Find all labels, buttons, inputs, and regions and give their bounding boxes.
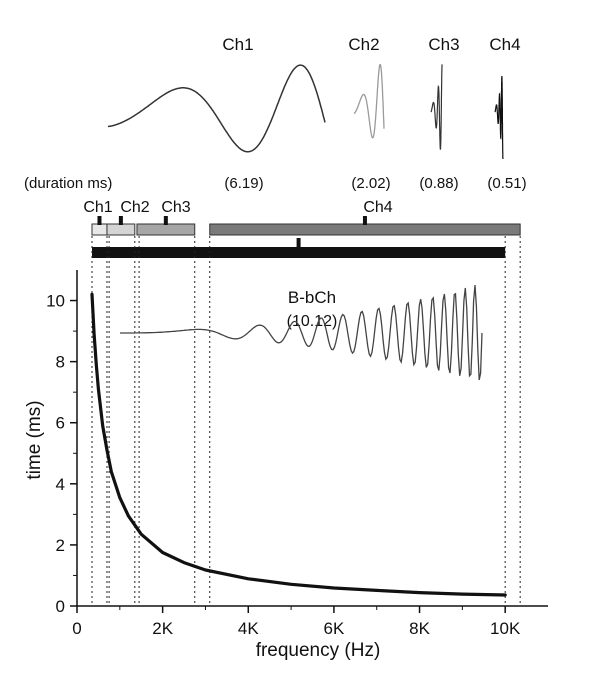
channel-label-ch2: Ch2 xyxy=(348,35,379,54)
band-marker xyxy=(97,216,102,225)
y-tick-label: 6 xyxy=(56,414,65,433)
y-tick-label: 10 xyxy=(46,292,65,311)
band-marker xyxy=(118,216,123,225)
channel-label-ch1: Ch1 xyxy=(222,35,253,54)
band-bar-ch2 xyxy=(106,223,136,236)
duration-ch1: (6.19) xyxy=(224,175,263,192)
channel-label-ch4: Ch4 xyxy=(489,35,520,54)
band-marker xyxy=(163,216,168,225)
band-marker xyxy=(362,216,367,225)
band-label-ch3: Ch3 xyxy=(161,199,190,216)
band-marker xyxy=(296,238,301,248)
x-tick-label: 4K xyxy=(238,619,259,638)
frequency-bands xyxy=(91,216,521,258)
band-label-ch4: Ch4 xyxy=(363,199,392,216)
y-tick-label: 0 xyxy=(56,597,65,616)
duration-ch2: (2.02) xyxy=(351,175,390,192)
band-label-ch2: Ch2 xyxy=(120,199,149,216)
band-bar-ch1 xyxy=(91,223,108,236)
y-ticks: 0 2 4 6 8 10 xyxy=(46,292,77,616)
y-axis-label: time (ms) xyxy=(24,400,45,479)
bbch-label: B-bCh xyxy=(288,288,336,307)
y-tick-label: 2 xyxy=(56,536,65,555)
band-label-ch1: Ch1 xyxy=(83,199,112,216)
waveform-ch3 xyxy=(430,64,443,150)
channel-label-ch3: Ch3 xyxy=(428,35,459,54)
band-bar-ch4 xyxy=(209,223,521,236)
duration-ch4: (0.51) xyxy=(487,175,526,192)
x-tick-label: 0 xyxy=(72,619,81,638)
x-axis-label: frequency (Hz) xyxy=(256,640,381,661)
axes xyxy=(76,270,548,607)
x-tick-label: 2K xyxy=(152,619,173,638)
x-ticks: 0 2K 4K 6K 8K 10K xyxy=(72,606,521,638)
band-boundary-lines xyxy=(91,236,521,606)
x-tick-label: 8K xyxy=(409,619,430,638)
waveform-ch4 xyxy=(494,75,504,160)
duration-ch3: (0.88) xyxy=(419,175,458,192)
bbch-waveform xyxy=(120,285,483,381)
y-tick-label: 8 xyxy=(56,353,65,372)
time-frequency-curve xyxy=(90,292,507,597)
waveform-ch1 xyxy=(107,64,326,153)
band-bar-bbch xyxy=(91,247,506,258)
y-tick-label: 4 xyxy=(56,475,65,494)
channel-waveforms xyxy=(107,63,504,160)
duration-label: (duration ms) xyxy=(24,175,112,192)
x-tick-label: 6K xyxy=(324,619,345,638)
band-bar-ch3 xyxy=(136,223,196,236)
waveform-ch2 xyxy=(353,63,385,139)
x-tick-label: 10K xyxy=(490,619,521,638)
